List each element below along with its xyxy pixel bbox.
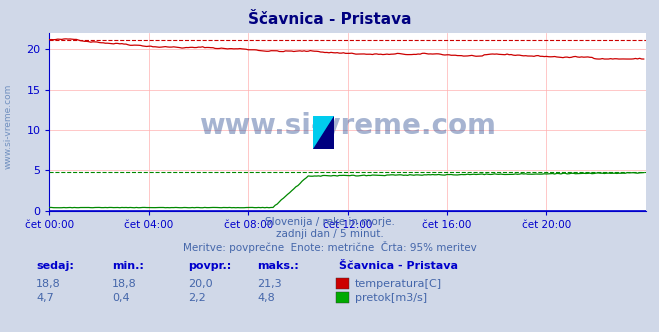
Text: 18,8: 18,8 — [112, 279, 137, 289]
Text: Meritve: povprečne  Enote: metrične  Črta: 95% meritev: Meritve: povprečne Enote: metrične Črta:… — [183, 241, 476, 253]
Text: 2,2: 2,2 — [188, 293, 206, 303]
Text: Ščavnica - Pristava: Ščavnica - Pristava — [248, 12, 411, 27]
Text: 21,3: 21,3 — [257, 279, 281, 289]
Text: Ščavnica - Pristava: Ščavnica - Pristava — [339, 261, 459, 271]
Text: 18,8: 18,8 — [36, 279, 61, 289]
Text: sedaj:: sedaj: — [36, 261, 74, 271]
Text: maks.:: maks.: — [257, 261, 299, 271]
Text: www.si-vreme.com: www.si-vreme.com — [199, 112, 496, 139]
Text: 4,8: 4,8 — [257, 293, 275, 303]
Polygon shape — [313, 116, 334, 149]
Text: 4,7: 4,7 — [36, 293, 54, 303]
Text: pretok[m3/s]: pretok[m3/s] — [355, 293, 426, 303]
Text: temperatura[C]: temperatura[C] — [355, 279, 442, 289]
Text: Slovenija / reke in morje.: Slovenija / reke in morje. — [264, 217, 395, 227]
Text: 20,0: 20,0 — [188, 279, 212, 289]
Text: povpr.:: povpr.: — [188, 261, 231, 271]
Text: www.si-vreme.com: www.si-vreme.com — [3, 83, 13, 169]
Text: zadnji dan / 5 minut.: zadnji dan / 5 minut. — [275, 229, 384, 239]
Polygon shape — [313, 116, 334, 149]
Text: 0,4: 0,4 — [112, 293, 130, 303]
Text: min.:: min.: — [112, 261, 144, 271]
